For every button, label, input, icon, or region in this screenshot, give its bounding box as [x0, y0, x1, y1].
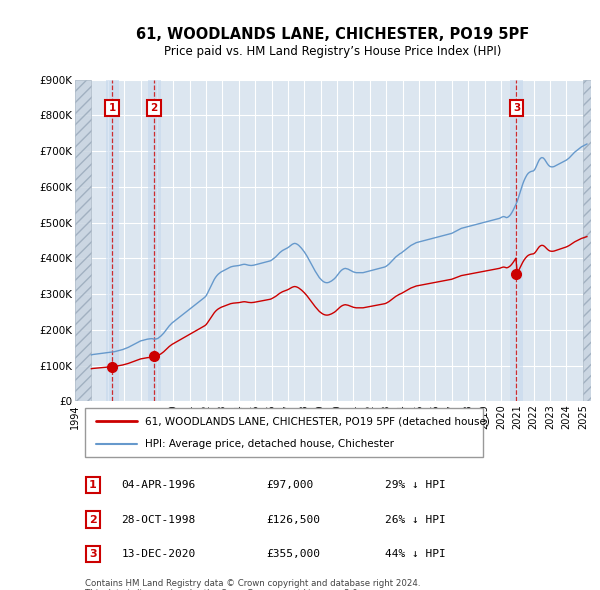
Text: £355,000: £355,000: [266, 549, 320, 559]
Text: 1: 1: [109, 103, 116, 113]
Text: 29% ↓ HPI: 29% ↓ HPI: [385, 480, 445, 490]
Text: £97,000: £97,000: [266, 480, 313, 490]
Text: 61, WOODLANDS LANE, CHICHESTER, PO19 5PF: 61, WOODLANDS LANE, CHICHESTER, PO19 5PF: [136, 27, 530, 42]
Text: 44% ↓ HPI: 44% ↓ HPI: [385, 549, 445, 559]
Text: 61, WOODLANDS LANE, CHICHESTER, PO19 5PF (detached house): 61, WOODLANDS LANE, CHICHESTER, PO19 5PF…: [145, 417, 490, 427]
Text: Contains HM Land Registry data © Crown copyright and database right 2024.
This d: Contains HM Land Registry data © Crown c…: [85, 579, 421, 590]
Text: 3: 3: [89, 549, 97, 559]
Text: 04-APR-1996: 04-APR-1996: [121, 480, 196, 490]
Text: 2: 2: [89, 514, 97, 525]
Bar: [148, 80, 161, 401]
Text: 3: 3: [513, 103, 520, 113]
Text: 26% ↓ HPI: 26% ↓ HPI: [385, 514, 445, 525]
Bar: [583, 80, 591, 401]
Text: 28-OCT-1998: 28-OCT-1998: [121, 514, 196, 525]
Text: £126,500: £126,500: [266, 514, 320, 525]
Bar: [106, 80, 119, 401]
Bar: [510, 80, 523, 401]
Text: 1: 1: [89, 480, 97, 490]
Bar: [75, 80, 91, 401]
FancyBboxPatch shape: [85, 408, 482, 457]
Text: Price paid vs. HM Land Registry’s House Price Index (HPI): Price paid vs. HM Land Registry’s House …: [164, 45, 502, 58]
Text: 2: 2: [151, 103, 158, 113]
Text: 13-DEC-2020: 13-DEC-2020: [121, 549, 196, 559]
Text: HPI: Average price, detached house, Chichester: HPI: Average price, detached house, Chic…: [145, 439, 394, 449]
